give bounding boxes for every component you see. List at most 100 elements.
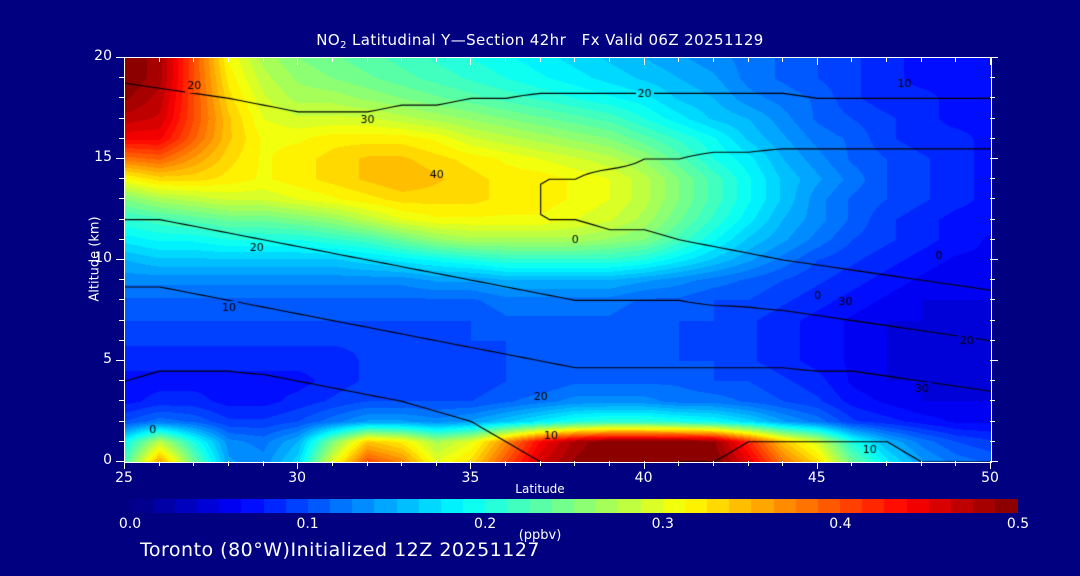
- colorbar-unit-label: (ppbv): [518, 528, 562, 543]
- colorbar-tick-label: 0.2: [474, 516, 497, 532]
- x-axis-tick: [124, 461, 125, 469]
- x-axis-tick: [678, 461, 680, 466]
- colorbar-tick-label: 0.4: [829, 516, 852, 532]
- x-tick-label: 50: [981, 470, 999, 486]
- x-axis-tick-top: [124, 57, 125, 65]
- x-axis-label: Latitude: [515, 482, 565, 496]
- x-tick-label: 45: [807, 470, 826, 486]
- x-axis-tick: [782, 461, 784, 466]
- x-axis-tick: [851, 461, 853, 466]
- colorbar-gradient: [130, 499, 1018, 513]
- x-axis-tick-top: [574, 57, 576, 62]
- y-axis-tick: [119, 238, 124, 240]
- heatmap-canvas: [125, 58, 991, 462]
- x-tick-label: 35: [461, 470, 480, 486]
- y-axis-tick: [119, 198, 124, 200]
- y-tick-label: 20: [94, 48, 112, 64]
- y-axis-tick-right: [990, 97, 995, 99]
- x-axis-tick-top: [262, 57, 264, 62]
- y-axis-tick: [119, 77, 124, 79]
- y-axis-tick: [119, 218, 124, 220]
- plot-area[interactable]: [124, 57, 992, 463]
- x-axis-tick: [886, 461, 888, 466]
- colorbar-tick-label: 0.5: [1006, 516, 1030, 532]
- y-tick-label: 10: [94, 250, 112, 266]
- y-axis-tick: [119, 117, 124, 119]
- y-axis-tick: [119, 279, 124, 281]
- y-axis-tick-right: [990, 339, 995, 341]
- x-axis-tick-top: [851, 57, 853, 62]
- x-axis-tick-top: [297, 57, 299, 65]
- y-axis-tick-right: [990, 117, 995, 119]
- x-axis-tick-top: [782, 57, 784, 62]
- x-axis-tick: [955, 461, 957, 466]
- x-axis-tick: [712, 461, 714, 466]
- y-axis-tick: [119, 137, 124, 139]
- x-axis-tick: [193, 461, 195, 466]
- x-axis-tick: [643, 461, 645, 469]
- figure-caption: Toronto (80°W)Initialized 12Z 20251127: [140, 539, 541, 561]
- y-axis-tick-right: [990, 279, 995, 281]
- y-axis-tick: [116, 57, 124, 58]
- y-axis-tick-right: [990, 360, 998, 361]
- x-tick-label: 40: [634, 470, 653, 486]
- x-axis-tick: [470, 461, 472, 469]
- y-axis-tick: [119, 97, 124, 99]
- title-rest: Latitudinal Y—Section 42hr Fx Valid 06Z …: [346, 31, 764, 49]
- y-axis-label: Altitude (km): [87, 216, 103, 302]
- y-tick-label: 0: [103, 452, 112, 468]
- x-axis-tick-top: [193, 57, 195, 62]
- x-axis-tick: [331, 461, 333, 466]
- x-axis-tick-top: [955, 57, 957, 62]
- y-axis-tick-right: [990, 400, 995, 402]
- x-axis-tick: [609, 461, 610, 466]
- y-axis-tick: [119, 440, 124, 442]
- x-axis-tick: [990, 461, 991, 469]
- y-axis-tick-right: [990, 158, 998, 159]
- colorbar-tick-label: 0.0: [118, 516, 142, 532]
- title-subscript: 2: [340, 40, 347, 51]
- y-tick-label: 5: [103, 351, 112, 367]
- y-tick-label: 15: [94, 149, 112, 165]
- x-axis-tick-top: [678, 57, 680, 62]
- x-axis-tick: [297, 461, 299, 469]
- y-axis-tick-right: [990, 420, 995, 422]
- colorbar-tick-label: 0.3: [651, 516, 674, 532]
- x-axis-tick: [920, 461, 922, 466]
- x-axis-tick: [539, 461, 541, 466]
- y-axis-tick-right: [990, 238, 995, 240]
- x-axis-tick-top: [643, 57, 645, 65]
- y-axis-tick-right: [990, 319, 995, 321]
- y-axis-tick: [116, 158, 124, 159]
- x-axis-tick-top: [747, 57, 749, 62]
- y-axis-tick: [119, 319, 124, 321]
- x-axis-tick-top: [920, 57, 922, 62]
- figure-title: NO2 Latitudinal Y—Section 42hr Fx Valid …: [0, 31, 1080, 51]
- y-axis-tick: [119, 420, 124, 422]
- x-axis-tick: [366, 461, 368, 466]
- y-axis-tick: [119, 380, 124, 382]
- y-axis-tick-right: [990, 137, 995, 139]
- colorbar[interactable]: [130, 499, 1018, 513]
- x-axis-tick: [574, 461, 576, 466]
- y-axis-tick-right: [990, 178, 995, 180]
- title-species: NO: [316, 31, 341, 49]
- y-axis-tick-right: [990, 218, 995, 220]
- y-axis-tick-right: [990, 440, 995, 442]
- y-axis-tick-right: [990, 380, 995, 382]
- x-axis-tick-top: [539, 57, 541, 62]
- y-axis-tick-right: [990, 57, 998, 58]
- x-tick-label: 25: [115, 470, 133, 486]
- x-axis-tick: [262, 461, 264, 466]
- x-axis-tick-top: [158, 57, 160, 62]
- x-tick-label: 30: [288, 470, 307, 486]
- x-axis-tick: [227, 461, 229, 466]
- x-axis-tick: [747, 461, 749, 466]
- y-axis-tick: [116, 461, 124, 462]
- y-axis-tick: [116, 360, 124, 361]
- y-axis-tick-right: [990, 198, 995, 200]
- x-axis-tick-top: [435, 57, 437, 62]
- y-axis-tick-right: [990, 77, 995, 79]
- x-axis-tick-top: [886, 57, 888, 62]
